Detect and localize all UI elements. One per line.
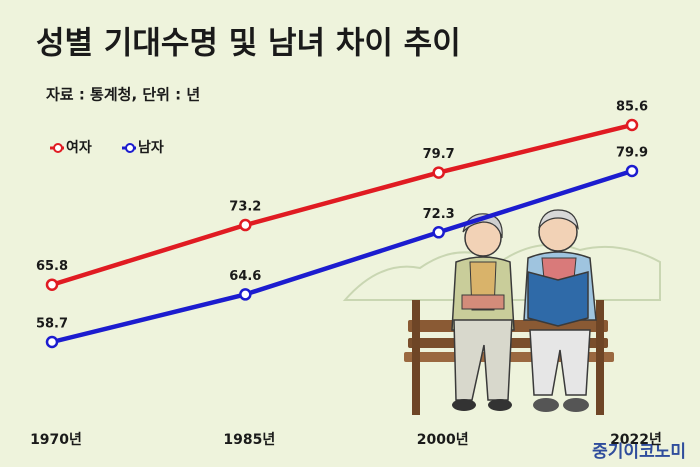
data-point — [239, 218, 252, 232]
watermark: 중기이코노미 — [592, 442, 686, 462]
legend-label: 남자 — [138, 139, 164, 156]
data-point — [432, 166, 445, 179]
woman-book — [461, 294, 505, 310]
x-tick-label: 2022년 — [610, 432, 662, 448]
data-point — [45, 278, 59, 291]
man-legs — [529, 329, 591, 396]
data-label: 72.3 — [423, 207, 455, 222]
data-label: 85.6 — [616, 100, 648, 115]
man-shoe — [563, 398, 589, 412]
x-tick-label: 1970년 — [30, 432, 82, 448]
bench-leg — [412, 300, 420, 415]
series-line — [51, 122, 633, 287]
data-point — [239, 288, 252, 301]
man-shoe — [533, 398, 559, 412]
man-book — [527, 271, 589, 327]
data-label: 73.2 — [229, 200, 261, 215]
bench-leg — [596, 300, 604, 415]
man-hair — [538, 209, 579, 230]
illustration — [342, 209, 661, 415]
series-line — [51, 168, 633, 345]
data-label: 65.8 — [36, 259, 68, 274]
data-point — [625, 118, 639, 132]
x-tick-label: 1985년 — [223, 432, 275, 448]
woman-shoe — [452, 399, 476, 411]
x-tick-label: 2000년 — [417, 432, 469, 448]
data-point — [625, 164, 639, 178]
data-label: 79.7 — [423, 147, 455, 162]
chart-subtitle: 자료 : 통계청, 단위 : 년 — [46, 86, 200, 104]
data-label: 58.7 — [36, 317, 68, 332]
data-label: 64.6 — [229, 269, 261, 284]
data-point — [432, 226, 445, 239]
legend-marker — [125, 143, 135, 153]
woman-shoe — [488, 399, 512, 411]
data-point — [45, 335, 59, 349]
legend-marker — [53, 143, 63, 153]
legend-label: 여자 — [66, 139, 92, 156]
data-label: 79.9 — [616, 145, 648, 160]
chart-title: 성별 기대수명 및 남녀 차이 추이 — [36, 26, 461, 62]
